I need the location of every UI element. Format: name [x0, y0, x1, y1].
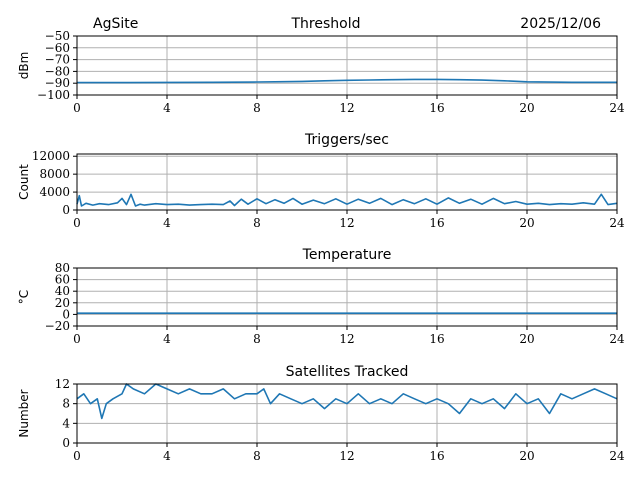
chart-panels: 0 4 8 12 16 20 24 −50−60−70−80−90−100 Threshold d… — [17, 16, 625, 463]
x-tick-label: 24 — [609, 101, 625, 115]
series-line-0 — [76, 383, 618, 420]
x-tick-label: 4 — [163, 449, 171, 463]
x-tick-label: 12 — [339, 216, 354, 230]
y-tick-label: 80 — [55, 261, 70, 275]
chart-panel-3: 0 4 8 12 16 20 24 0 4 8 12 Satellites Tracked Number — [17, 364, 625, 463]
x-tick-label: 20 — [519, 216, 534, 230]
y-tick-label: −60 — [45, 41, 70, 55]
x-tick-label: 20 — [519, 449, 534, 463]
y-tick-label: 12000 — [32, 149, 70, 163]
chart-panel-0: 0 4 8 12 16 20 24 −50−60−70−80−90−100 Threshold d… — [17, 16, 625, 115]
x-tick-label: 0 — [73, 332, 81, 346]
y-tick-label: −80 — [45, 64, 70, 78]
x-tick-label: 24 — [609, 216, 625, 230]
y-tick-label: 60 — [55, 273, 70, 287]
site-label: AgSite — [93, 16, 138, 32]
x-tick-label: 20 — [519, 101, 534, 115]
series-line-0 — [76, 193, 618, 207]
y-tick-label: 40 — [55, 284, 70, 298]
y-tick-label: −100 — [37, 88, 70, 102]
y-tick-label: −70 — [45, 53, 70, 67]
y-tick-label: 0 — [62, 436, 70, 450]
chart-title: Threshold — [291, 16, 361, 32]
y-axis-label: Count — [17, 164, 31, 200]
x-tick-label: 8 — [253, 332, 261, 346]
x-tick-label: 24 — [609, 449, 625, 463]
x-tick-label: 16 — [429, 101, 444, 115]
x-tick-label: 20 — [519, 332, 534, 346]
y-axis-label: °C — [17, 290, 31, 304]
x-tick-label: 16 — [429, 216, 444, 230]
x-tick-label: 8 — [253, 216, 261, 230]
y-tick-label: −50 — [45, 29, 70, 43]
x-tick-label: 8 — [253, 101, 261, 115]
y-tick-label: 20 — [55, 296, 70, 310]
y-tick-label: −90 — [45, 76, 70, 90]
x-tick-label: 24 — [609, 332, 625, 346]
x-tick-label: 0 — [73, 216, 81, 230]
x-tick-label: 0 — [73, 449, 81, 463]
y-tick-label: −20 — [45, 319, 70, 333]
y-tick-label: 12 — [55, 377, 70, 391]
x-tick-label: 4 — [163, 216, 171, 230]
y-tick-label: 4000 — [39, 185, 70, 199]
x-tick-label: 4 — [163, 332, 171, 346]
y-tick-label: 4 — [62, 416, 70, 430]
chart-title: Temperature — [302, 247, 392, 263]
y-axis-label: dBm — [17, 52, 31, 80]
y-tick-label: 8000 — [39, 167, 70, 181]
chart-panel-1: 0 4 8 12 16 20 24 0 4000 8000 12000 Triggers/sec Cou… — [17, 132, 625, 230]
chart-title: Satellites Tracked — [286, 364, 409, 380]
x-tick-label: 16 — [429, 332, 444, 346]
y-axis-label: Number — [17, 389, 31, 437]
y-tick-label: 8 — [62, 397, 70, 411]
x-tick-label: 0 — [73, 101, 81, 115]
chart-title: Triggers/sec — [304, 132, 389, 148]
x-tick-label: 4 — [163, 101, 171, 115]
x-tick-label: 12 — [339, 449, 354, 463]
x-tick-label: 12 — [339, 101, 354, 115]
date-label: 2025/12/06 — [520, 16, 601, 32]
x-tick-label: 8 — [253, 449, 261, 463]
x-tick-label: 16 — [429, 449, 444, 463]
y-tick-label: 0 — [62, 203, 70, 217]
series-line-0 — [77, 78, 617, 84]
x-tick-label: 12 — [339, 332, 354, 346]
y-tick-label: 0 — [62, 307, 70, 321]
